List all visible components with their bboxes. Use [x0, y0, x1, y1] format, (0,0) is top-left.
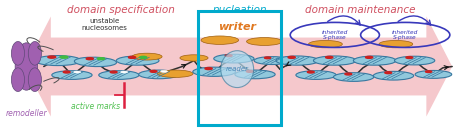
Ellipse shape — [139, 70, 179, 79]
Circle shape — [74, 71, 81, 73]
Ellipse shape — [379, 40, 413, 48]
Ellipse shape — [116, 56, 159, 65]
Circle shape — [225, 55, 232, 57]
Ellipse shape — [99, 71, 139, 79]
Ellipse shape — [11, 41, 25, 65]
Ellipse shape — [374, 71, 414, 80]
Circle shape — [307, 71, 314, 73]
Ellipse shape — [254, 57, 291, 65]
Ellipse shape — [214, 54, 254, 63]
Text: unstable
nucleosomes: unstable nucleosomes — [82, 18, 128, 31]
Ellipse shape — [415, 70, 452, 78]
Ellipse shape — [132, 53, 162, 60]
Circle shape — [161, 70, 167, 72]
Ellipse shape — [28, 68, 41, 92]
Circle shape — [121, 71, 128, 73]
Text: writer: writer — [218, 22, 256, 32]
Circle shape — [288, 56, 295, 58]
Circle shape — [345, 73, 352, 75]
Circle shape — [48, 56, 56, 58]
Ellipse shape — [52, 71, 92, 79]
Circle shape — [326, 56, 333, 58]
Circle shape — [60, 56, 68, 58]
Text: domain maintenance: domain maintenance — [305, 5, 416, 15]
Circle shape — [426, 71, 432, 72]
Text: remodeller: remodeller — [6, 109, 47, 118]
Circle shape — [140, 56, 147, 58]
Ellipse shape — [157, 70, 193, 77]
Ellipse shape — [309, 40, 342, 48]
Ellipse shape — [28, 41, 41, 65]
Ellipse shape — [35, 56, 81, 66]
Circle shape — [150, 70, 157, 72]
Ellipse shape — [394, 56, 435, 65]
Ellipse shape — [11, 68, 25, 92]
Ellipse shape — [15, 43, 37, 90]
Text: domain specification: domain specification — [67, 5, 175, 15]
Ellipse shape — [235, 70, 275, 79]
Circle shape — [406, 57, 413, 59]
Circle shape — [365, 56, 373, 58]
Ellipse shape — [221, 51, 254, 88]
Ellipse shape — [334, 73, 374, 81]
Ellipse shape — [353, 56, 396, 65]
Circle shape — [385, 72, 392, 74]
Circle shape — [97, 58, 105, 60]
Circle shape — [246, 70, 253, 72]
Circle shape — [128, 56, 136, 58]
Ellipse shape — [74, 57, 117, 67]
Text: active marks: active marks — [71, 102, 120, 111]
Ellipse shape — [180, 55, 208, 61]
Ellipse shape — [296, 71, 336, 79]
Polygon shape — [25, 16, 452, 117]
Text: inherited
S-phase: inherited S-phase — [322, 30, 348, 40]
Ellipse shape — [201, 36, 238, 44]
Circle shape — [63, 71, 70, 73]
Ellipse shape — [313, 56, 356, 65]
Text: reader: reader — [226, 66, 249, 72]
Text: inherited
S-phase: inherited S-phase — [392, 30, 419, 40]
Text: nucleation: nucleation — [213, 5, 267, 15]
Circle shape — [86, 58, 93, 60]
Ellipse shape — [193, 67, 236, 76]
Circle shape — [205, 68, 212, 70]
Circle shape — [264, 57, 271, 59]
Ellipse shape — [276, 56, 319, 65]
Ellipse shape — [246, 38, 282, 45]
Circle shape — [110, 71, 117, 73]
